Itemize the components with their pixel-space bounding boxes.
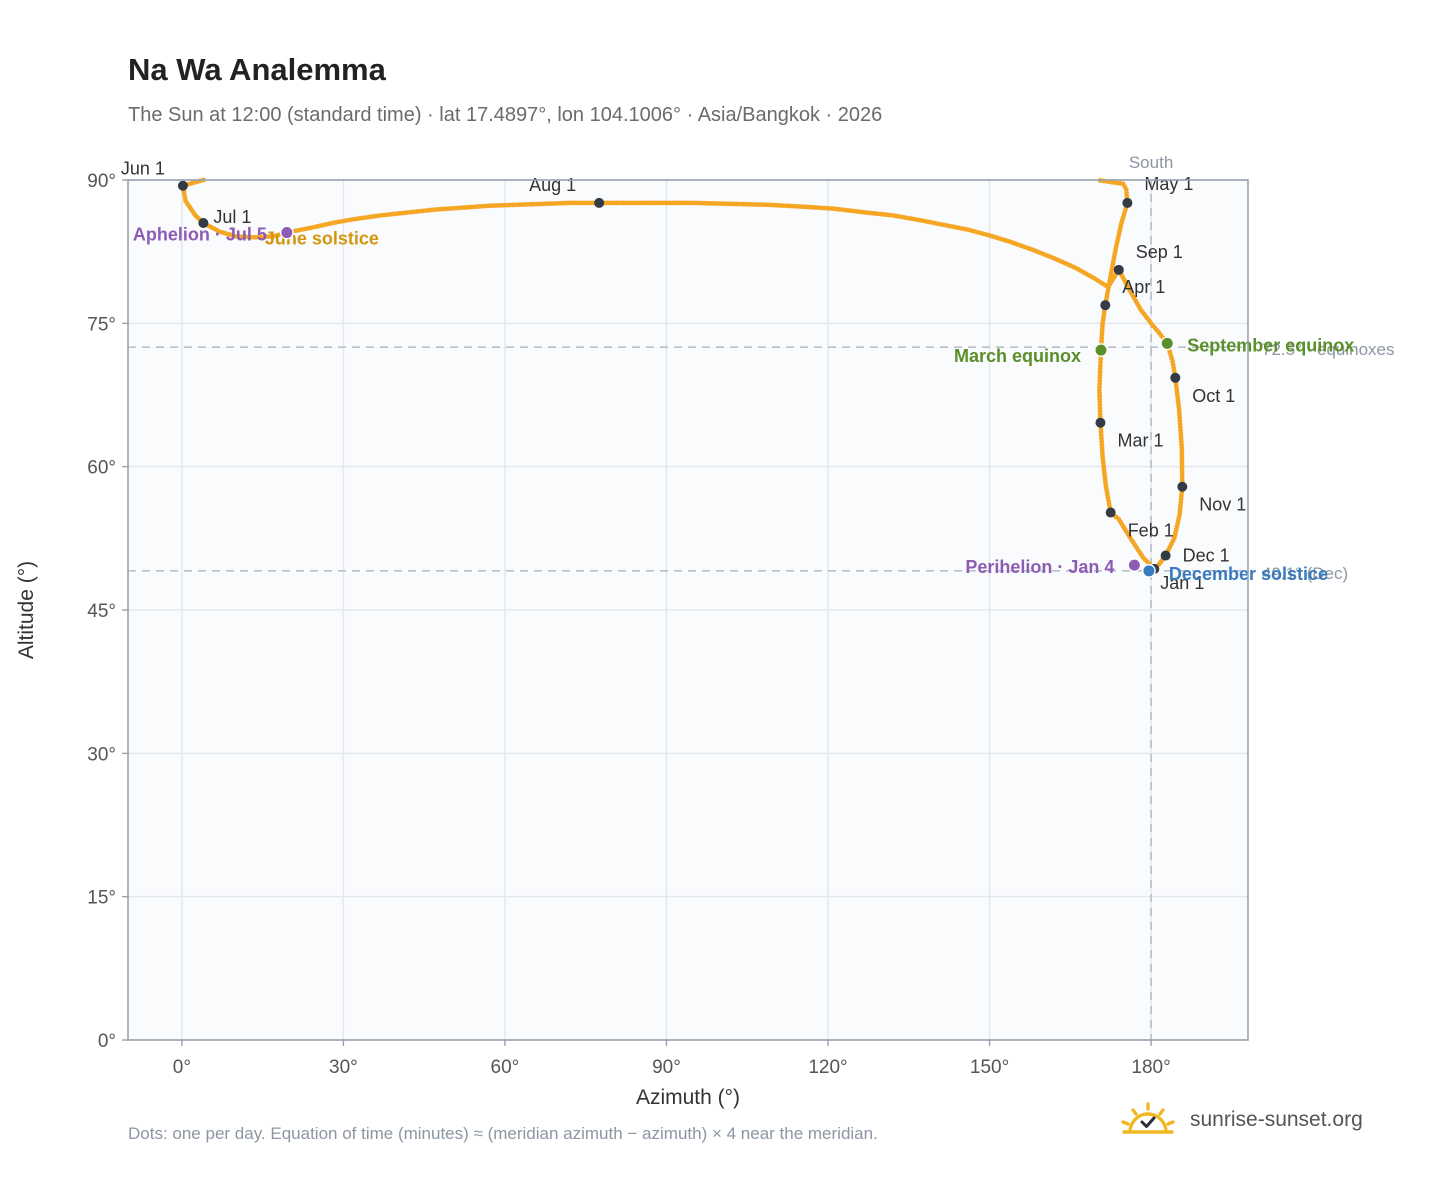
month-label: Feb 1 [1128, 521, 1174, 541]
month-marker [198, 218, 209, 228]
y-tick-label: 30° [87, 744, 116, 765]
event-label: Aphelion · Jul 5 [133, 225, 267, 245]
x-tick-label: 120° [808, 1057, 847, 1078]
month-marker [1160, 550, 1171, 561]
y-tick-label: 90° [87, 171, 116, 192]
footnote: Dots: one per day. Equation of time (min… [128, 1124, 878, 1143]
event-marker [1127, 558, 1142, 572]
x-tick-label: 150° [970, 1057, 1009, 1078]
event-marker [1142, 563, 1156, 578]
y-tick-label: 45° [87, 601, 116, 622]
month-marker [1113, 264, 1124, 275]
month-label: Dec 1 [1183, 546, 1230, 566]
brand-name[interactable]: sunrise-sunset.org [1190, 1108, 1363, 1131]
month-marker [1105, 507, 1116, 518]
month-marker [1100, 300, 1111, 311]
y-axis-label: Altitude (°) [15, 561, 38, 659]
month-marker [1122, 197, 1133, 208]
chart-subtitle: The Sun at 12:00 (standard time) · lat 1… [128, 104, 883, 126]
sun-logo-icon [1121, 1102, 1175, 1134]
month-label: Jan 1 [1160, 573, 1204, 593]
month-marker [177, 180, 188, 191]
month-label: Jun 1 [121, 159, 165, 179]
y-tick-label: 15° [87, 888, 116, 909]
event-marker [1094, 343, 1108, 357]
event-label: Perihelion · Jan 4 [965, 557, 1114, 577]
month-label: Nov 1 [1199, 495, 1246, 515]
altitude-reference-label: 49.1° (Dec) [1262, 564, 1348, 583]
month-label: Apr 1 [1122, 277, 1165, 297]
month-label: Sep 1 [1136, 242, 1183, 262]
x-tick-label: 60° [491, 1057, 520, 1078]
month-marker [1095, 417, 1106, 428]
event-label: September equinox [1187, 335, 1354, 355]
event-marker [279, 225, 294, 240]
brand[interactable]: sunrise-sunset.org [1120, 1102, 1363, 1138]
altitude-reference-label: 72.5° · equinoxes [1262, 340, 1395, 359]
month-marker [1170, 372, 1181, 383]
y-tick-label: 75° [87, 314, 116, 335]
month-label: Jul 1 [213, 207, 251, 227]
x-tick-label: 180° [1131, 1057, 1170, 1078]
event-marker [1160, 336, 1175, 351]
x-tick-label: 30° [329, 1057, 358, 1078]
event-label: March equinox [954, 346, 1081, 366]
month-label: May 1 [1144, 174, 1193, 194]
x-axis-label: Azimuth (°) [636, 1086, 740, 1109]
month-label: Aug 1 [529, 175, 576, 195]
month-label: Mar 1 [1117, 431, 1163, 451]
y-tick-label: 0° [98, 1031, 116, 1052]
month-markers: Jan 1 Feb 1 Mar 1 Apr 1 May 1 Jun 1 Jul 1 Aug 1… [121, 159, 1246, 593]
month-label: Oct 1 [1192, 386, 1235, 406]
south-label: South [1129, 153, 1173, 172]
axis-ticks: 0° 30° 60° 90° 120° 150° 180° 0° 15° 30° 45° 60° 75°… [87, 171, 1170, 1078]
month-marker [594, 197, 605, 208]
chart-title: Na Wa Analemma [128, 52, 386, 87]
x-tick-label: 0° [173, 1057, 191, 1078]
x-tick-label: 90° [652, 1057, 681, 1078]
y-tick-label: 60° [87, 458, 116, 479]
month-marker [1177, 481, 1188, 492]
